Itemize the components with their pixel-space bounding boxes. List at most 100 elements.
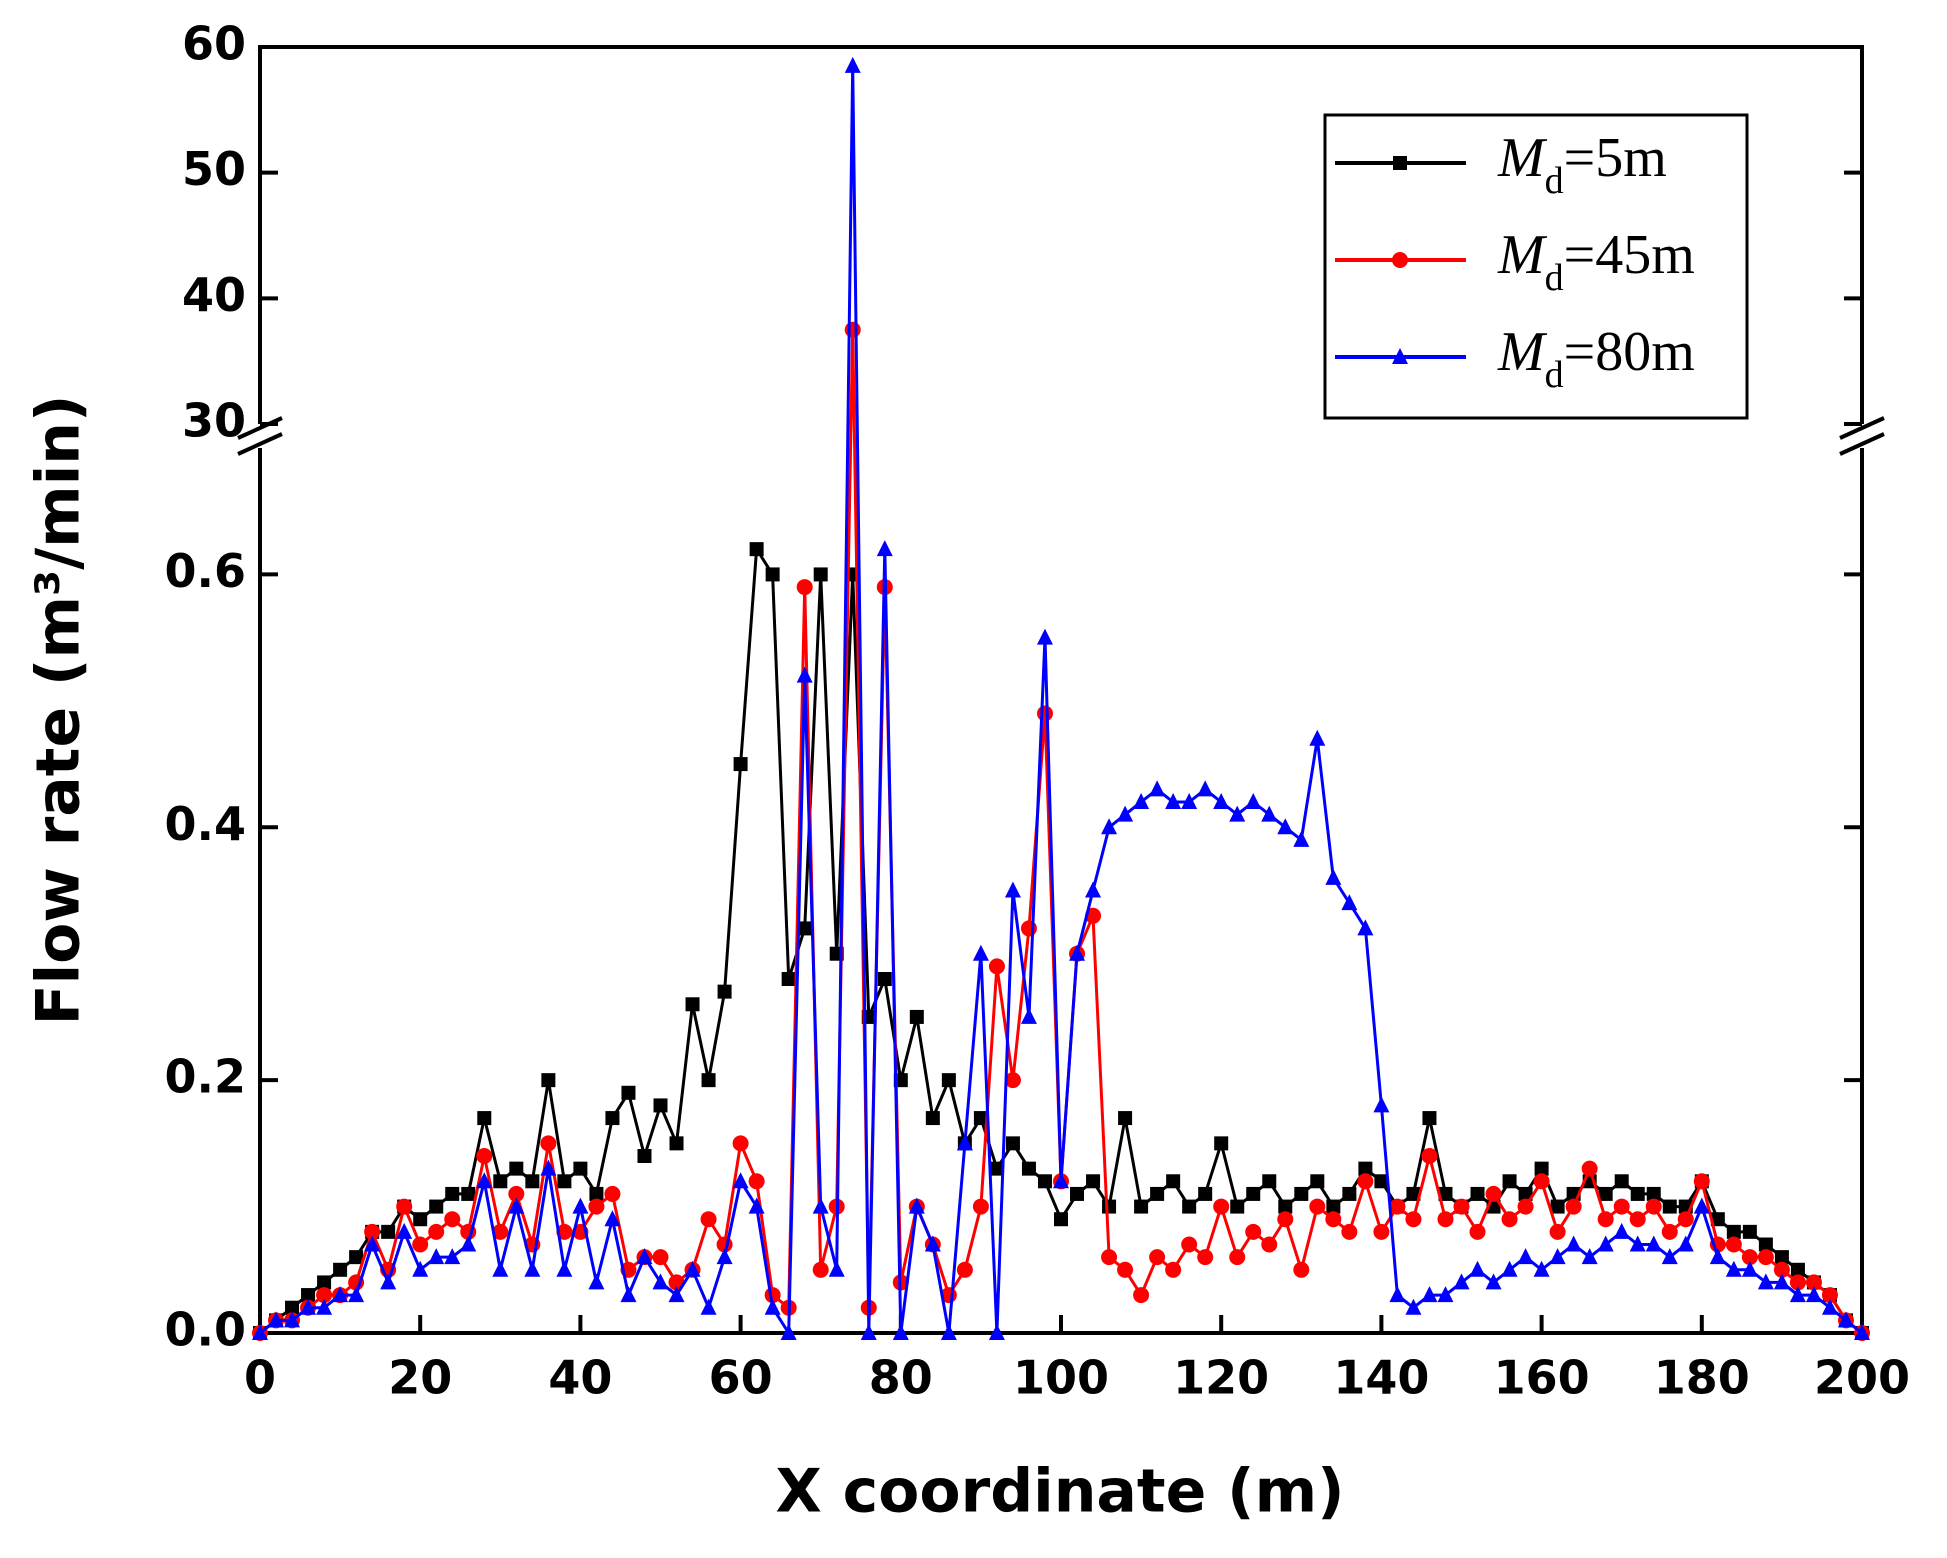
marker: [508, 1197, 525, 1214]
marker: [989, 1161, 1004, 1176]
marker: [604, 1210, 621, 1227]
marker: [524, 1260, 541, 1277]
marker: [492, 1260, 509, 1277]
marker: [1037, 1174, 1052, 1189]
marker: [1597, 1235, 1614, 1252]
marker: [268, 1311, 285, 1328]
marker: [877, 972, 892, 986]
marker: [1294, 1186, 1309, 1201]
marker: [1213, 1198, 1230, 1215]
marker: [812, 1261, 829, 1278]
marker: [1645, 1235, 1662, 1252]
marker: [620, 1286, 637, 1303]
marker: [701, 1073, 716, 1088]
marker: [637, 1149, 652, 1163]
marker: [1693, 1173, 1710, 1190]
marker: [1004, 1072, 1021, 1089]
marker: [364, 1223, 381, 1240]
marker: [1309, 1198, 1326, 1215]
marker: [316, 1287, 333, 1304]
marker: [733, 757, 748, 772]
marker: [1725, 1260, 1742, 1277]
marker: [1278, 1199, 1293, 1214]
marker: [1357, 1173, 1374, 1190]
x-tick-label: 140: [1333, 1351, 1429, 1405]
y-tick-label: 0.6: [165, 544, 247, 598]
marker: [1357, 919, 1374, 936]
marker: [908, 1197, 925, 1214]
marker: [1182, 1199, 1197, 1214]
marker: [653, 1098, 668, 1113]
x-tick-label: 200: [1814, 1351, 1910, 1405]
marker: [765, 567, 780, 582]
marker: [1004, 881, 1021, 898]
marker: [285, 1300, 300, 1315]
marker: [589, 1186, 604, 1201]
marker: [1117, 805, 1134, 822]
marker: [732, 1135, 749, 1152]
marker: [1550, 1199, 1565, 1214]
marker: [412, 1260, 429, 1277]
marker: [1021, 1161, 1036, 1176]
legend-label: Md=45m: [1497, 224, 1695, 299]
x-tick-label: 0: [244, 1351, 276, 1405]
marker: [428, 1223, 445, 1240]
marker: [1392, 252, 1408, 268]
marker: [1070, 1186, 1085, 1201]
y-tick-label: 0.4: [165, 797, 247, 851]
legend-label: Md=80m: [1497, 321, 1695, 396]
marker: [1437, 1286, 1454, 1303]
marker: [1741, 1260, 1758, 1277]
marker: [748, 1173, 765, 1190]
marker: [1181, 793, 1198, 809]
y-tick-label: 50: [182, 142, 246, 196]
marker: [781, 972, 796, 986]
marker: [1229, 805, 1246, 822]
marker: [572, 1197, 589, 1214]
marker: [1726, 1224, 1741, 1239]
marker: [1117, 1261, 1134, 1278]
x-tick-label: 80: [869, 1351, 933, 1405]
marker: [1773, 1261, 1790, 1278]
marker: [1406, 1186, 1421, 1201]
x-tick-label: 180: [1654, 1351, 1750, 1405]
x-tick-label: 100: [1013, 1351, 1109, 1405]
marker: [316, 1298, 333, 1315]
marker: [540, 1159, 557, 1176]
marker: [1198, 1186, 1213, 1201]
marker: [797, 921, 812, 936]
marker: [396, 1198, 413, 1215]
marker: [1789, 1274, 1806, 1291]
marker: [636, 1248, 653, 1265]
marker: [1118, 1111, 1133, 1126]
marker: [492, 1223, 509, 1240]
marker: [1149, 780, 1166, 797]
marker: [1790, 1262, 1805, 1277]
marker: [621, 1085, 636, 1100]
marker: [684, 1260, 701, 1277]
marker: [924, 1235, 941, 1252]
marker: [1422, 1111, 1437, 1126]
marker: [1197, 780, 1214, 797]
x-tick-label: 160: [1494, 1351, 1590, 1405]
marker: [956, 1134, 973, 1151]
marker: [732, 1172, 749, 1189]
marker: [1741, 1249, 1758, 1266]
marker: [493, 1174, 508, 1189]
marker: [956, 1261, 973, 1278]
marker: [1020, 920, 1037, 937]
marker: [445, 1186, 460, 1201]
marker: [1325, 1211, 1342, 1228]
marker: [1341, 894, 1358, 911]
marker: [1437, 1211, 1454, 1228]
marker: [1677, 1211, 1694, 1228]
marker: [1421, 1148, 1438, 1164]
marker: [1581, 1160, 1598, 1177]
marker: [652, 1273, 669, 1290]
marker: [1598, 1186, 1613, 1201]
marker: [1485, 1185, 1502, 1202]
marker: [1341, 1223, 1358, 1240]
marker: [1102, 1199, 1117, 1214]
marker: [1629, 1211, 1646, 1228]
y-tick-label: 30: [182, 394, 246, 448]
